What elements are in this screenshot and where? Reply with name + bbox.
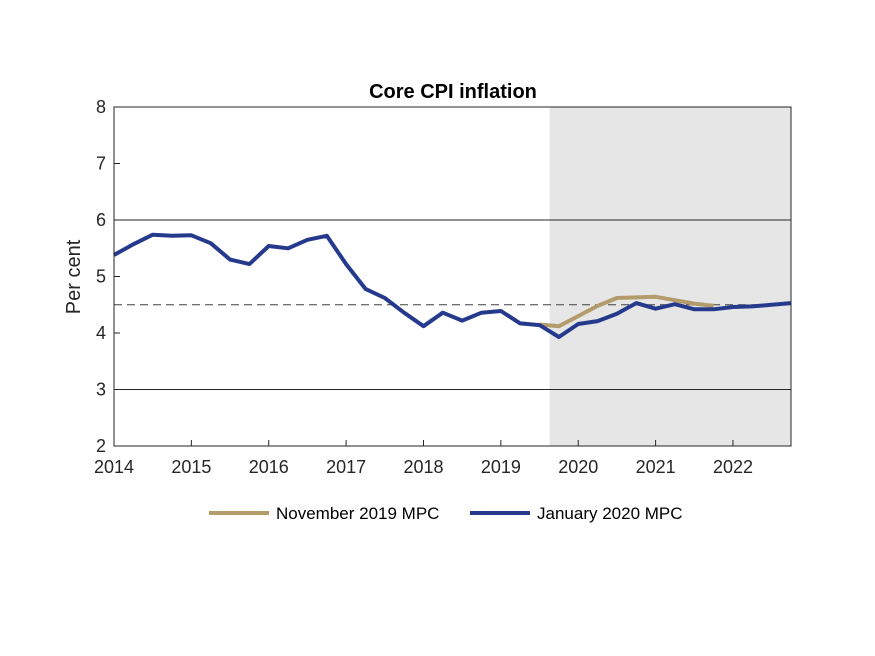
y-axis: 2 3 4 5 6 7 8 [96, 97, 120, 456]
forecast-shaded-region [549, 107, 791, 446]
x-axis: 2014 2015 2016 2017 2018 2019 2020 2021 2022 [94, 440, 753, 477]
x-tick-label: 2018 [403, 457, 443, 477]
legend-label-2: January 2020 MPC [537, 504, 683, 523]
x-tick-label: 2014 [94, 457, 134, 477]
x-tick-label: 2022 [713, 457, 753, 477]
chart-title: Core CPI inflation [369, 81, 537, 103]
y-tick-label: 7 [96, 154, 106, 174]
x-tick-label: 2017 [326, 457, 366, 477]
y-tick-label: 2 [96, 436, 106, 456]
series-line-2 [113, 232, 792, 339]
y-tick-label: 3 [96, 380, 106, 400]
x-tick-label: 2019 [481, 457, 521, 477]
series-line-1 [539, 294, 714, 329]
y-tick-label: 6 [96, 210, 106, 230]
x-tick-label: 2020 [558, 457, 598, 477]
y-tick-label: 4 [96, 323, 106, 343]
y-axis-label: Per cent [63, 239, 85, 314]
series-layer [113, 232, 792, 339]
y-tick-label: 8 [96, 97, 106, 117]
x-tick-label: 2015 [171, 457, 211, 477]
y-tick-label: 5 [96, 267, 106, 287]
x-tick-label: 2016 [249, 457, 289, 477]
legend-label-1: November 2019 MPC [276, 504, 439, 523]
legend: November 2019 MPC January 2020 MPC [209, 504, 683, 523]
x-tick-label: 2021 [636, 457, 676, 477]
